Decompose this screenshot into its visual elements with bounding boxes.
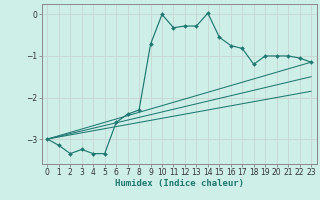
X-axis label: Humidex (Indice chaleur): Humidex (Indice chaleur): [115, 179, 244, 188]
